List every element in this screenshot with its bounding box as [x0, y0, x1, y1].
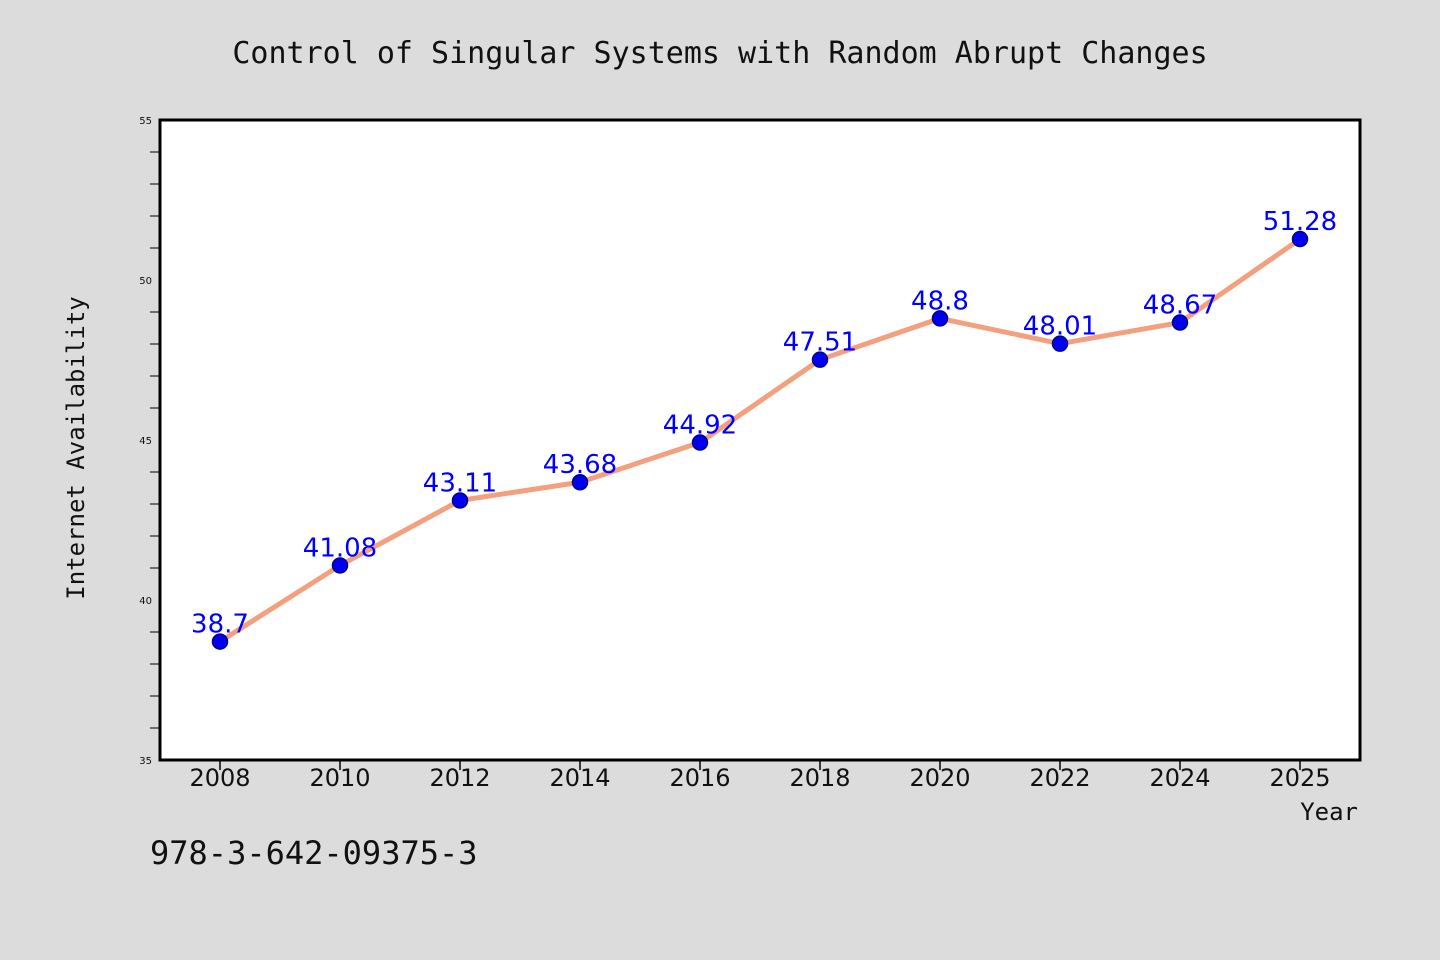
- y-axis-label: Internet Availability: [62, 296, 90, 599]
- x-tick-label: 2012: [429, 764, 490, 792]
- x-tick-label: 2014: [549, 764, 610, 792]
- data-point: [571, 473, 589, 491]
- data-point: [1051, 335, 1069, 352]
- plot-area: [160, 120, 1360, 760]
- data-label: 38.7: [191, 610, 249, 640]
- series-line-group: [217, 236, 1303, 645]
- data-label: 44.92: [663, 411, 737, 441]
- data-point: [331, 557, 349, 574]
- data-point: [931, 310, 949, 327]
- data-point: [1291, 230, 1309, 248]
- x-tick-label: 2016: [669, 764, 730, 792]
- data-label: 47.51: [783, 328, 857, 358]
- data-point: [811, 351, 829, 368]
- data-label: 51.28: [1263, 207, 1337, 237]
- y-tick-label: 35: [139, 756, 152, 767]
- data-label: 48.67: [1143, 291, 1217, 321]
- data-point: [691, 434, 709, 451]
- data-labels: 38.7 41.08 43.11 43.68 44.92 47.51 48.8 48.01 48…: [191, 207, 1337, 640]
- data-label: 48.8: [911, 286, 969, 316]
- x-tick-label: 2010: [309, 764, 370, 792]
- data-point: [1171, 314, 1189, 331]
- y-tick-label: 55: [139, 116, 152, 127]
- data-label: 43.11: [423, 468, 497, 498]
- series-markers: [211, 230, 1309, 650]
- x-axis-label: Year: [1300, 798, 1358, 826]
- chart-title: Control of Singular Systems with Random …: [232, 36, 1207, 71]
- x-tick-label: 2018: [789, 764, 850, 792]
- x-tick-label: 2008: [189, 764, 250, 792]
- x-tick-label: 2025: [1269, 764, 1330, 792]
- data-point: [451, 492, 469, 509]
- series-line: [217, 236, 1303, 645]
- y-tick-label: 45: [139, 436, 152, 447]
- data-label: 48.01: [1023, 312, 1097, 342]
- plot-frame: [158, 118, 1362, 762]
- y-tick-label: 50: [139, 276, 152, 287]
- x-tick-label: 2020: [909, 764, 970, 792]
- data-point: [211, 633, 229, 650]
- x-tick-label: 2024: [1149, 764, 1210, 792]
- data-label: 43.68: [543, 450, 617, 480]
- y-tick-label: 40: [139, 596, 152, 607]
- data-label: 41.08: [303, 533, 377, 563]
- x-tick-label: 2022: [1029, 764, 1090, 792]
- axis-ticks: 35 40 45 50 55 2008 2010 2012 2014 2016 2018 2020 20…: [139, 116, 1330, 792]
- isbn-code: 978-3-642-09375-3: [150, 834, 478, 872]
